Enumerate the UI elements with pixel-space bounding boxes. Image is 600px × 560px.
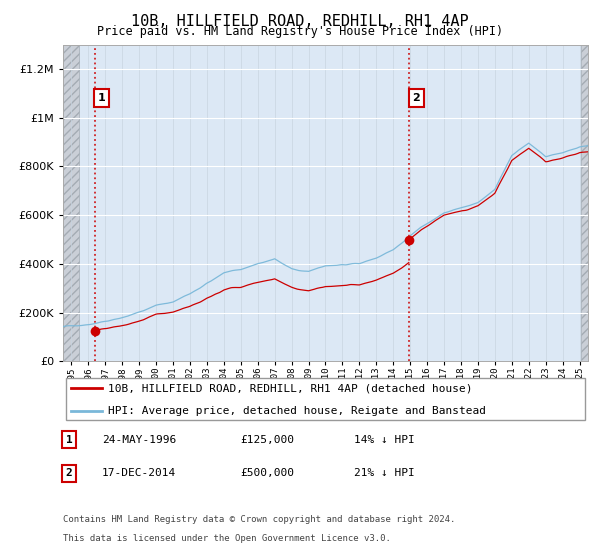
Text: Price paid vs. HM Land Registry's House Price Index (HPI): Price paid vs. HM Land Registry's House … xyxy=(97,25,503,38)
Text: 24-MAY-1996: 24-MAY-1996 xyxy=(102,435,176,445)
Text: Contains HM Land Registry data © Crown copyright and database right 2024.: Contains HM Land Registry data © Crown c… xyxy=(63,515,455,524)
Text: This data is licensed under the Open Government Licence v3.0.: This data is licensed under the Open Gov… xyxy=(63,534,391,543)
Text: 1: 1 xyxy=(98,94,106,104)
Text: 21% ↓ HPI: 21% ↓ HPI xyxy=(354,468,415,478)
FancyBboxPatch shape xyxy=(65,377,586,421)
Text: 17-DEC-2014: 17-DEC-2014 xyxy=(102,468,176,478)
Bar xyxy=(581,45,588,361)
Text: £125,000: £125,000 xyxy=(240,435,294,445)
Text: 10B, HILLFIELD ROAD, REDHILL, RH1 4AP: 10B, HILLFIELD ROAD, REDHILL, RH1 4AP xyxy=(131,14,469,29)
Text: 1: 1 xyxy=(65,435,73,445)
Text: 10B, HILLFIELD ROAD, REDHILL, RH1 4AP (detached house): 10B, HILLFIELD ROAD, REDHILL, RH1 4AP (d… xyxy=(107,383,472,393)
Text: 2: 2 xyxy=(65,468,73,478)
Text: £500,000: £500,000 xyxy=(240,468,294,478)
Text: HPI: Average price, detached house, Reigate and Banstead: HPI: Average price, detached house, Reig… xyxy=(107,406,485,416)
Text: 14% ↓ HPI: 14% ↓ HPI xyxy=(354,435,415,445)
Bar xyxy=(63,45,79,361)
Text: 2: 2 xyxy=(412,94,420,104)
